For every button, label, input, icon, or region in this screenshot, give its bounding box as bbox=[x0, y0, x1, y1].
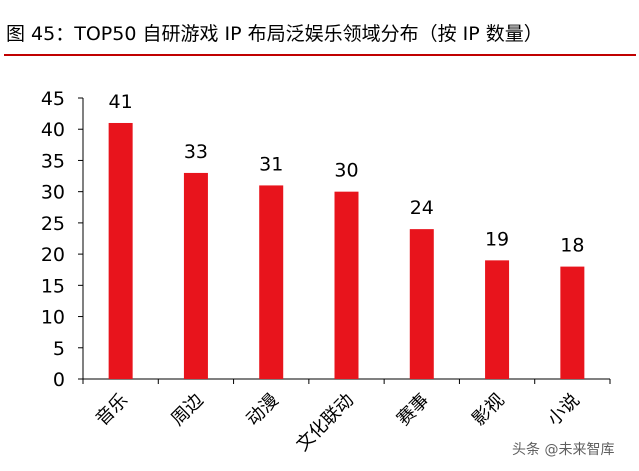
data-label: 41 bbox=[109, 91, 133, 113]
bar bbox=[183, 172, 208, 379]
y-tick-label: 40 bbox=[41, 119, 65, 141]
y-tick-label: 25 bbox=[41, 213, 65, 235]
data-label: 31 bbox=[259, 153, 283, 175]
data-label: 19 bbox=[485, 228, 509, 250]
title-rule bbox=[4, 54, 636, 56]
bar bbox=[259, 185, 284, 379]
data-label: 30 bbox=[334, 160, 358, 182]
x-tick-label: 赛事 bbox=[393, 390, 433, 430]
bar bbox=[485, 260, 510, 379]
x-tick-label: 影视 bbox=[468, 390, 508, 430]
y-tick-label: 30 bbox=[41, 182, 65, 204]
bar bbox=[409, 229, 434, 379]
y-tick-label: 20 bbox=[41, 244, 65, 266]
y-tick-label: 35 bbox=[41, 150, 65, 172]
x-tick-label: 周边 bbox=[167, 390, 207, 430]
y-tick-label: 5 bbox=[53, 338, 65, 360]
data-label: 33 bbox=[184, 141, 208, 163]
figure-title: 图 45：TOP50 自研游戏 IP 布局泛娱乐领域分布（按 IP 数量） bbox=[6, 23, 543, 45]
y-tick-label: 45 bbox=[41, 88, 65, 110]
y-tick-label: 10 bbox=[41, 307, 65, 329]
data-label: 18 bbox=[560, 235, 584, 257]
watermark: 头条 @未来智库 bbox=[512, 442, 615, 458]
bar bbox=[108, 122, 133, 379]
data-label: 24 bbox=[410, 197, 434, 219]
bar bbox=[560, 266, 585, 379]
x-tick-label: 动漫 bbox=[242, 390, 282, 430]
x-tick-label: 音乐 bbox=[92, 390, 132, 430]
x-tick-label: 小说 bbox=[544, 390, 584, 430]
y-tick-label: 15 bbox=[41, 275, 65, 297]
bar bbox=[334, 191, 359, 379]
y-tick-label: 0 bbox=[53, 369, 65, 391]
x-tick-label: 文化联动 bbox=[292, 390, 358, 456]
